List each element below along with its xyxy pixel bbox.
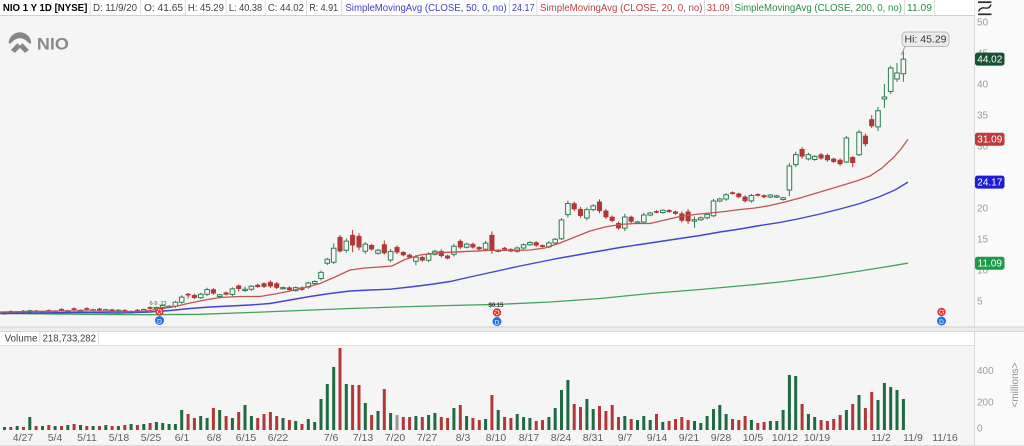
svg-text:Volume: Volume	[5, 334, 38, 345]
svg-text:8/10: 8/10	[486, 432, 507, 444]
svg-text:8/3: 8/3	[456, 432, 471, 444]
svg-text:7/6: 7/6	[324, 432, 339, 444]
svg-text:31.09: 31.09	[707, 3, 730, 14]
svg-text:400: 400	[977, 366, 994, 377]
svg-text:31.09: 31.09	[977, 135, 1002, 146]
svg-text:SimpleMovingAvg (CLOSE, 50, 0,: SimpleMovingAvg (CLOSE, 50, 0, no)	[345, 3, 506, 14]
svg-text:4/27: 4/27	[13, 432, 34, 444]
svg-text:5: 5	[977, 297, 983, 308]
svg-text:5/25: 5/25	[141, 432, 162, 444]
svg-text:200: 200	[977, 398, 994, 409]
svg-text:6-9 .23: 6-9 .23	[149, 301, 166, 307]
svg-text:Hi: 45.29: Hi: 45.29	[904, 34, 946, 46]
svg-text:11/2: 11/2	[871, 432, 891, 444]
svg-text:11.09: 11.09	[907, 3, 932, 14]
svg-text:R: 4.91: R: 4.91	[309, 3, 338, 14]
svg-text:5/4: 5/4	[48, 432, 63, 444]
svg-text:6/1: 6/1	[175, 432, 190, 444]
svg-text:6/8: 6/8	[207, 432, 222, 444]
svg-text:8/24: 8/24	[551, 432, 572, 444]
svg-text:L: 40.38: L: 40.38	[229, 3, 263, 14]
svg-text:44.02: 44.02	[977, 55, 1002, 66]
svg-text:10/12: 10/12	[772, 432, 798, 444]
svg-text:$0.15: $0.15	[488, 303, 504, 309]
svg-text:10/19: 10/19	[804, 432, 830, 444]
svg-text:NIO 1 Y 1D [NYSE]: NIO 1 Y 1D [NYSE]	[3, 3, 87, 14]
svg-text:24.17: 24.17	[977, 178, 1002, 189]
svg-text:C: 44.02: C: 44.02	[268, 3, 304, 14]
svg-text:30: 30	[977, 142, 989, 153]
svg-text:8/31: 8/31	[583, 432, 604, 444]
svg-text:6/15: 6/15	[236, 432, 257, 444]
svg-text:O: 41.65: O: 41.65	[144, 3, 183, 14]
svg-text:9/28: 9/28	[711, 432, 732, 444]
svg-text:7/20: 7/20	[385, 432, 406, 444]
svg-text:<millions>: <millions>	[1010, 362, 1021, 407]
svg-text:7/13: 7/13	[353, 432, 374, 444]
svg-text:218,733,282: 218,733,282	[43, 334, 97, 345]
svg-text:7/27: 7/27	[417, 432, 438, 444]
svg-text:11.09: 11.09	[978, 259, 1003, 270]
svg-text:D: D	[939, 319, 944, 326]
svg-text:SimpleMovingAvg (CLOSE, 20, 0,: SimpleMovingAvg (CLOSE, 20, 0, no)	[540, 3, 703, 14]
svg-text:D: D	[157, 319, 162, 326]
svg-text:11/16: 11/16	[932, 432, 958, 444]
svg-text:6/22: 6/22	[268, 432, 289, 444]
svg-text:9/21: 9/21	[679, 432, 700, 444]
svg-text:35: 35	[977, 111, 989, 122]
svg-text:9/14: 9/14	[647, 432, 668, 444]
svg-text:8/17: 8/17	[519, 432, 540, 444]
svg-text:D: D	[495, 320, 500, 327]
svg-text:40: 40	[977, 80, 989, 91]
svg-text:5/11: 5/11	[77, 432, 97, 444]
svg-text:15: 15	[977, 235, 989, 246]
svg-text:5/18: 5/18	[109, 432, 130, 444]
svg-text:H: 45.29: H: 45.29	[188, 3, 224, 14]
svg-text:0: 0	[977, 424, 983, 435]
svg-text:NIO: NIO	[37, 35, 69, 54]
svg-text:20: 20	[977, 204, 989, 215]
svg-text:SimpleMovingAvg (CLOSE, 200, 0: SimpleMovingAvg (CLOSE, 200, 0, no)	[735, 3, 903, 14]
svg-text:9/7: 9/7	[618, 432, 633, 444]
svg-text:D: 11/9/20: D: 11/9/20	[93, 3, 137, 14]
svg-text:11/9: 11/9	[903, 432, 923, 444]
svg-text:24.17: 24.17	[512, 3, 535, 14]
svg-text:50: 50	[977, 18, 989, 29]
svg-text:10/5: 10/5	[743, 432, 764, 444]
svg-text:10: 10	[977, 266, 989, 277]
